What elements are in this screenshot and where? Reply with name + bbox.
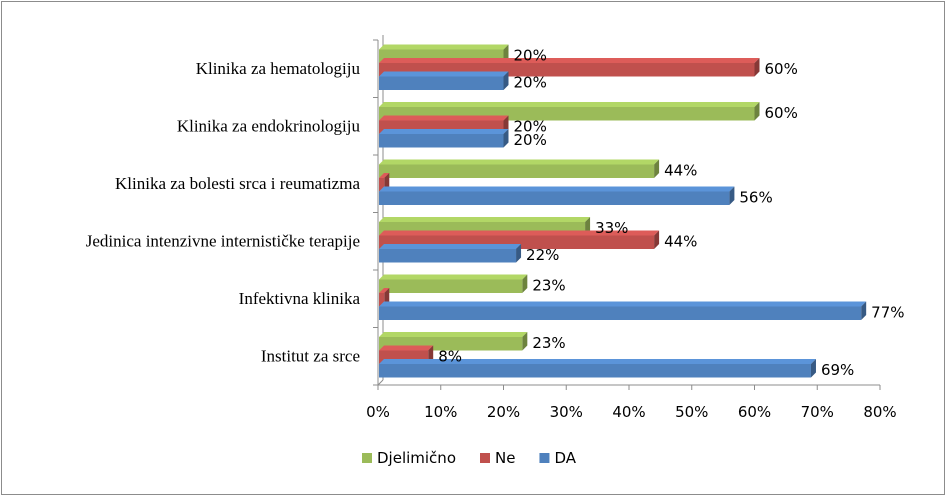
bar-top-face <box>379 58 760 63</box>
bar-DA <box>379 359 816 378</box>
legend-label: DA <box>554 449 576 467</box>
labels: Klinika za hematologiju 20% 60% 20% Klinika … <box>86 46 905 379</box>
bar-side-face <box>754 58 760 77</box>
bar-side-face <box>516 244 522 263</box>
legend-swatch <box>539 453 550 463</box>
bar-top-face <box>379 71 509 77</box>
bar-Djelimično <box>379 159 660 178</box>
bar-top-face <box>379 345 434 351</box>
bar-top-face <box>379 173 390 178</box>
x-tick-label: 70% <box>801 403 834 421</box>
data-label: 33% <box>595 219 628 237</box>
bar-front-face <box>379 164 655 178</box>
bar-front-face <box>379 134 504 148</box>
floor-edge <box>377 379 384 386</box>
bar-side-face <box>522 274 528 293</box>
data-label: 8% <box>438 347 462 365</box>
bar-front-face <box>379 191 730 205</box>
data-label: 22% <box>526 246 559 264</box>
bars <box>379 44 867 378</box>
bar-front-face <box>379 178 385 192</box>
data-label: 77% <box>871 303 904 321</box>
bar-side-face <box>503 129 509 148</box>
data-label: 23% <box>532 334 565 352</box>
bar-front-face <box>379 249 517 263</box>
data-label: 44% <box>664 232 697 250</box>
bar-DA <box>379 244 522 263</box>
bar-side-face <box>810 359 816 378</box>
bar-top-face <box>379 288 390 293</box>
bar-top-face <box>379 115 509 121</box>
bar-side-face <box>654 230 660 249</box>
category-label: Jedinica intenzivne internističke terapi… <box>86 231 360 250</box>
bar-top-face <box>379 186 735 192</box>
data-label: 60% <box>765 104 798 122</box>
legend-swatch <box>362 453 372 463</box>
bar-side-face <box>729 186 735 205</box>
data-label: 44% <box>664 161 697 179</box>
category-label: Klinika za hematologiju <box>196 59 361 78</box>
x-tick-label: 50% <box>675 403 708 421</box>
bar-side-face <box>754 102 760 121</box>
bar-DA <box>379 71 509 90</box>
bar-front-face <box>379 306 862 320</box>
bar-side-face <box>654 159 660 178</box>
bar-top-face <box>379 129 509 134</box>
category-label: Institut za srce <box>261 346 360 365</box>
axes: 0% 10% 20% 30% 40% 50% 60% 70% 80% <box>366 35 897 421</box>
data-label: 20% <box>514 46 547 64</box>
bar-front-face <box>379 76 504 90</box>
x-tick-label: 10% <box>424 403 457 421</box>
bar-Ne <box>379 58 760 77</box>
legend-label: Ne <box>495 449 515 467</box>
category-label: Klinika za bolesti srca i reumatizma <box>115 174 360 193</box>
data-label: 23% <box>532 276 565 294</box>
legend-label: Djelimično <box>377 449 456 467</box>
bar-side-face <box>503 71 509 90</box>
bar-side-face <box>861 301 867 320</box>
bar-top-face <box>379 159 660 165</box>
bar-side-face <box>522 332 528 351</box>
data-label: 20% <box>514 131 547 149</box>
bar-top-face <box>379 359 816 364</box>
bar-DA <box>379 186 735 205</box>
bar-top-face <box>379 230 660 236</box>
bar-top-face <box>379 332 528 337</box>
x-tick-label: 80% <box>863 403 896 421</box>
x-tick-label: 0% <box>366 403 390 421</box>
x-tick-label: 20% <box>487 403 520 421</box>
data-label: 20% <box>514 117 547 135</box>
bar-top-face <box>379 102 760 107</box>
bar-front-face <box>379 293 385 307</box>
legend: Djelimično Ne DA <box>362 449 577 467</box>
legend-swatch <box>480 453 490 463</box>
x-tick-label: 30% <box>550 403 583 421</box>
bar-DA <box>379 301 867 320</box>
data-label: 20% <box>514 73 547 91</box>
category-label: Klinika za endokrinologiju <box>177 116 361 135</box>
bar-Djelimično <box>379 274 528 293</box>
bar-top-face <box>379 301 867 307</box>
x-tick-label: 60% <box>738 403 771 421</box>
x-tick-label: 40% <box>612 403 645 421</box>
data-label: 60% <box>765 60 798 78</box>
bar-top-face <box>379 244 522 249</box>
bar-top-face <box>379 274 528 280</box>
bar-DA <box>379 129 509 148</box>
bar-front-face <box>379 279 523 293</box>
data-label: 69% <box>821 361 854 379</box>
bar-top-face <box>379 44 509 50</box>
bar-front-face <box>379 364 811 378</box>
category-label: Infektivna klinika <box>239 289 361 308</box>
bar-top-face <box>379 217 591 222</box>
data-label: 56% <box>739 188 772 206</box>
